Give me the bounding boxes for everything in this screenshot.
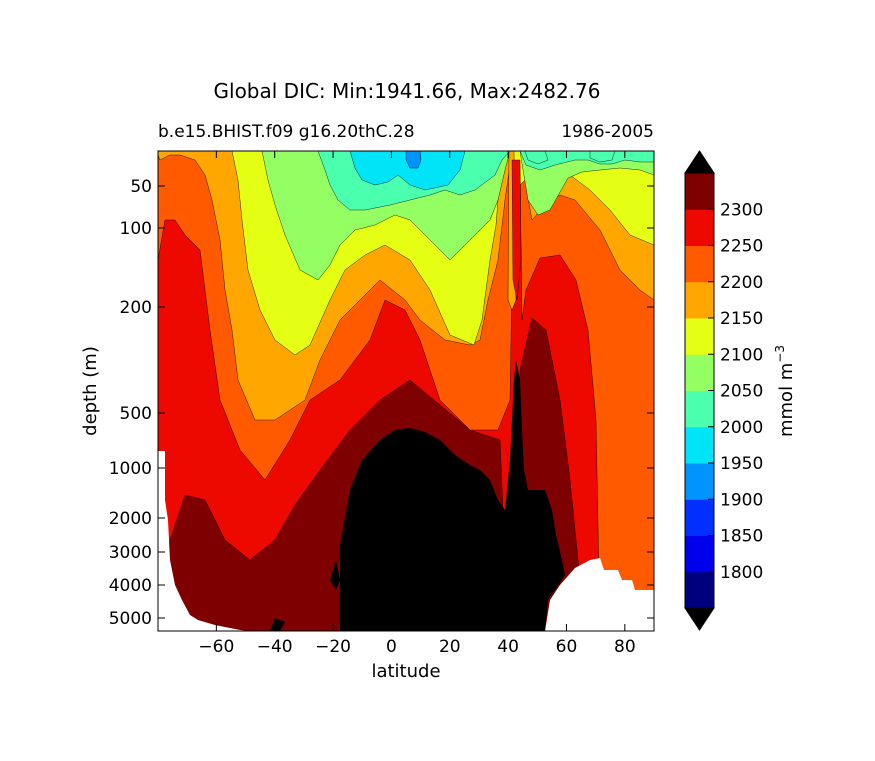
- colorbar-tick-label: 2050: [720, 382, 763, 402]
- y-axis-label: depth (m): [80, 346, 101, 436]
- colorbar-swatch: [685, 571, 714, 609]
- colorbar-label-exponent: −3: [773, 345, 787, 363]
- x-axis-ticks: −60 −40 −20 0 20 40 60 80: [198, 151, 636, 657]
- colorbar-swatch: [685, 499, 714, 536]
- colorbar-tick-label: 2100: [720, 345, 763, 365]
- colorbar-label-unit: mmol m: [776, 363, 797, 437]
- colorbar-swatch: [685, 354, 714, 391]
- contour-band-over-black: [340, 360, 565, 631]
- x-tick-label: −20: [315, 637, 351, 657]
- colorbar-tick-label: 2300: [720, 200, 763, 220]
- colorbar-extend-min: [684, 607, 715, 631]
- y-tick-label: 5000: [109, 609, 152, 629]
- colorbar-extend-max: [684, 150, 715, 174]
- y-tick-label: 50: [130, 177, 152, 197]
- x-tick-label: 60: [556, 637, 578, 657]
- contour-plot-area: [158, 151, 654, 631]
- chart-subtitle-right: 1986-2005: [561, 122, 654, 142]
- y-tick-label: 3000: [109, 543, 152, 563]
- colorbar-tick-label: 2200: [720, 273, 763, 293]
- x-tick-label: 80: [614, 637, 636, 657]
- colorbar-tick-label: 2000: [720, 418, 763, 438]
- x-tick-label: 20: [439, 637, 461, 657]
- x-tick-label: 0: [386, 637, 397, 657]
- colorbar-tick-label: 1800: [720, 563, 763, 583]
- missing-data-arctic: [545, 558, 654, 631]
- colorbar-tick-label: 1900: [720, 490, 763, 510]
- y-tick-label: 2000: [109, 509, 152, 529]
- chart-title: Global DIC: Min:1941.66, Max:2482.76: [214, 79, 601, 103]
- colorbar-swatch: [685, 390, 714, 428]
- y-tick-label: 200: [120, 298, 152, 318]
- colorbar-swatch: [685, 281, 714, 319]
- colorbar-tick-label: 2250: [720, 237, 763, 257]
- contour-band-2000-north: [524, 151, 616, 165]
- x-tick-label: −40: [257, 637, 293, 657]
- y-tick-label: 4000: [109, 576, 152, 596]
- colorbar-swatch: [685, 535, 714, 573]
- colorbar-tick-label: 1950: [720, 454, 763, 474]
- y-tick-label: 500: [120, 404, 152, 424]
- chart-subtitle-left: b.e15.BHIST.f09 g16.20thC.28: [158, 122, 415, 142]
- colorbar-swatch: [685, 426, 714, 464]
- x-tick-label: 40: [497, 637, 519, 657]
- x-tick-label: −60: [198, 637, 234, 657]
- missing-data-seafloor: [158, 451, 250, 631]
- colorbar-ticks: 1800 1850 1900 1950 2000 2050 2100 2150 2200 2250…: [708, 200, 763, 583]
- contour-band-2000: [349, 151, 466, 191]
- contour-band-2300-north-strip: [511, 159, 522, 301]
- colorbar-swatch: [685, 173, 714, 210]
- y-tick-label: 100: [120, 219, 152, 239]
- y-tick-label: 1000: [109, 459, 152, 479]
- colorbar-swatch: [685, 245, 714, 283]
- colorbar-label: mmol m−3: [773, 345, 797, 437]
- contour-band-over-black-south: [270, 560, 340, 631]
- x-axis-label: latitude: [371, 661, 440, 682]
- colorbar: [684, 150, 715, 631]
- colorbar-tick-label: 2150: [720, 309, 763, 329]
- y-axis-ticks: 50 100 200 500 1000 2000 3000 4000 5000: [109, 177, 654, 629]
- plot-frame: [157, 150, 655, 632]
- colorbar-swatch: [685, 209, 714, 246]
- contour-band-1950: [405, 151, 422, 169]
- colorbar-swatch: [685, 318, 714, 355]
- colorbar-swatch: [685, 463, 714, 500]
- colorbar-tick-label: 1850: [720, 527, 763, 547]
